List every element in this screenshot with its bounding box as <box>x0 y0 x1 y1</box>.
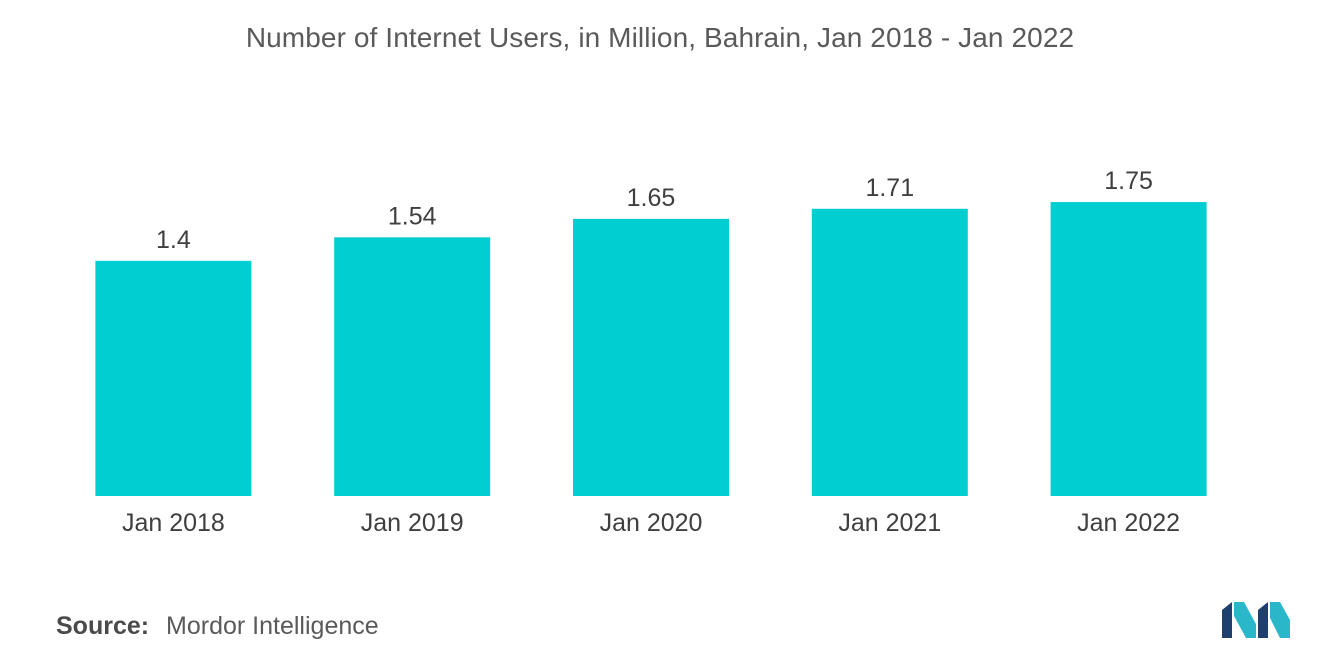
value-label: 1.54 <box>388 202 437 230</box>
source-label: Source: <box>56 612 150 640</box>
bar-jan-2020 <box>573 218 729 496</box>
value-label: 1.4 <box>156 226 191 254</box>
bars-group <box>95 202 1207 496</box>
x-tick-label: Jan 2019 <box>361 509 464 537</box>
value-label: 1.71 <box>865 174 914 202</box>
x-tick-label: Jan 2022 <box>1077 509 1180 537</box>
mordor-intelligence-logo-icon <box>1222 602 1290 638</box>
bar-jan-2022 <box>1050 202 1207 496</box>
value-label: 1.75 <box>1104 167 1153 195</box>
bar-jan-2018 <box>95 260 252 496</box>
source-note: Source: Mordor Intelligence <box>56 612 379 641</box>
chart-title: Number of Internet Users, in Million, Ba… <box>245 22 1075 53</box>
bar-jan-2019 <box>334 237 491 496</box>
value-label: 1.65 <box>627 184 676 212</box>
x-tick-label: Jan 2021 <box>838 509 941 537</box>
source-text: Mordor Intelligence <box>166 612 379 640</box>
x-tick-label: Jan 2020 <box>600 509 703 537</box>
bar-jan-2021 <box>811 208 968 496</box>
value-labels-group: 1.4 1.54 1.65 1.71 1.75 <box>156 167 1153 254</box>
x-tick-label: Jan 2018 <box>122 509 225 537</box>
x-axis-tick-labels: Jan 2018 Jan 2019 Jan 2020 Jan 2021 Jan 2022 <box>122 509 1180 537</box>
